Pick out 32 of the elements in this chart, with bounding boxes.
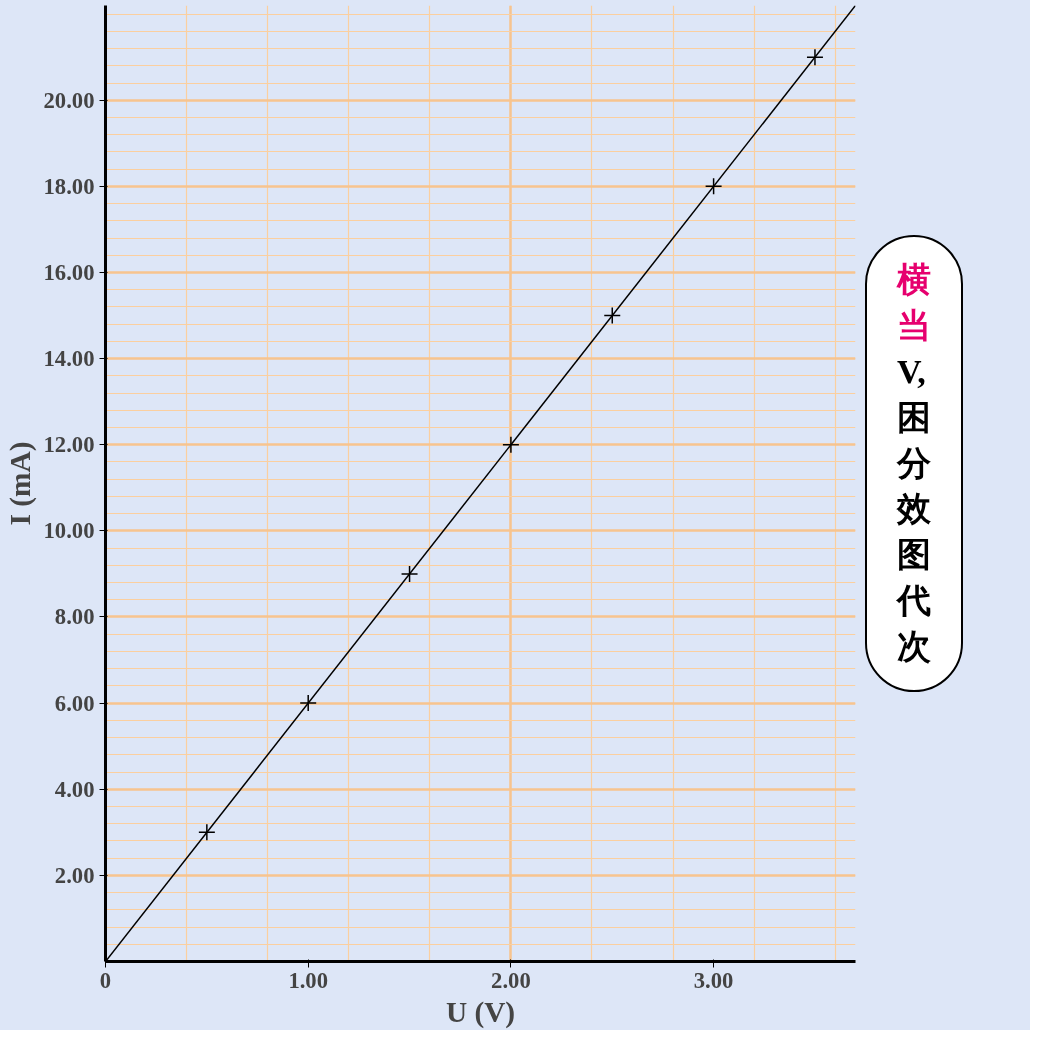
- y-tick-label: 20.00: [43, 87, 95, 113]
- point: [400, 565, 419, 583]
- y-tick-label: 2.00: [54, 862, 95, 888]
- y-tick-label: 14.00: [43, 346, 95, 372]
- text: 代: [897, 581, 931, 622]
- text: 次: [897, 627, 931, 668]
- point: [502, 435, 520, 454]
- x-tick-label: 0: [99, 967, 112, 993]
- point: [198, 823, 216, 842]
- text: 困: [897, 397, 931, 438]
- x-tick-label: 1.00: [288, 967, 329, 993]
- text: 效: [897, 489, 931, 530]
- point: [806, 48, 824, 66]
- x-axis-title: U (V): [445, 995, 516, 1029]
- x-tick-label: 2.00: [491, 967, 531, 993]
- point: [603, 306, 622, 325]
- y-tick-label: 12.00: [43, 432, 95, 458]
- text: V,: [897, 351, 927, 392]
- text: 当: [897, 305, 931, 346]
- y-tick-label: 8.00: [54, 604, 95, 630]
- y-axis-title: I (mA): [3, 441, 37, 526]
- text: 分: [897, 443, 931, 484]
- point: [704, 177, 723, 196]
- y-tick-label: 10.00: [43, 518, 95, 544]
- y-tick-label: 16.00: [43, 259, 95, 285]
- x-tick-label: 3.00: [693, 967, 734, 993]
- text: 横: [897, 260, 931, 300]
- point: [299, 694, 317, 712]
- y-tick-label: 4.00: [54, 776, 95, 802]
- y-tick-label: 18.00: [43, 173, 95, 199]
- text: 图: [897, 535, 931, 576]
- y-tick-label: 6.00: [54, 690, 95, 716]
